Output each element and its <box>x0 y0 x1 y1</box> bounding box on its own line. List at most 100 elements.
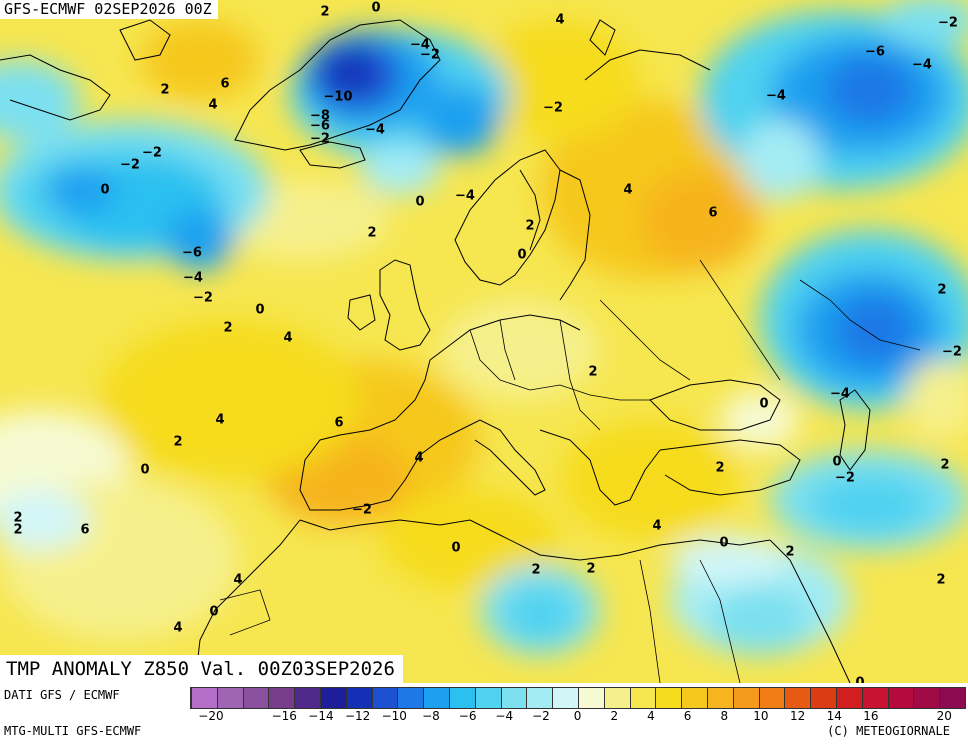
map-title: TMP ANOMALY Z850 Val. 00Z03SEP2026 <box>0 655 403 683</box>
scale-tick-label: 10 <box>753 709 769 723</box>
contour-value-label: 4 <box>208 98 217 113</box>
scale-tick-label: −14 <box>308 709 334 723</box>
contour-value-label: −2 <box>120 158 140 173</box>
contour-value-label: −4 <box>766 89 786 104</box>
color-swatch <box>500 688 527 708</box>
scale-tick-label: −4 <box>495 709 514 723</box>
contour-value-label: 0 <box>415 195 424 210</box>
color-swatch <box>242 688 269 708</box>
contour-value-label: −2 <box>142 146 162 161</box>
contour-value-label: −6 <box>865 45 885 60</box>
scale-tick-label: −20 <box>198 709 224 723</box>
color-scale-bar <box>190 687 966 709</box>
contour-value-label: 4 <box>652 519 661 534</box>
contour-value-label: 2 <box>715 461 724 476</box>
contour-value-label: 2 <box>367 226 376 241</box>
contour-value-label: 2 <box>320 5 329 20</box>
color-swatch <box>371 688 398 708</box>
contour-value-label: 0 <box>209 605 218 620</box>
contour-value-label: 0 <box>759 397 768 412</box>
contour-value-label: −2 <box>942 345 962 360</box>
contour-value-label: 2 <box>936 573 945 588</box>
contour-value-label: 0 <box>719 536 728 551</box>
color-swatch <box>345 688 372 708</box>
contour-value-label: 2 <box>586 562 595 577</box>
scale-tick-label: 6 <box>683 709 692 723</box>
contour-value-label: 0 <box>371 1 380 16</box>
scale-tick-label: −10 <box>381 709 407 723</box>
contour-value-label: −2 <box>352 503 372 518</box>
color-swatch <box>216 688 243 708</box>
contour-value-label: −4 <box>912 58 932 73</box>
contour-value-label: −2 <box>543 101 563 116</box>
contour-value-label: 6 <box>80 523 89 538</box>
color-swatch <box>191 688 217 708</box>
contour-value-label: −6 <box>182 246 202 261</box>
contour-value-label: 0 <box>140 463 149 478</box>
contour-value-label: 0 <box>100 183 109 198</box>
contour-value-label: 2 <box>937 283 946 298</box>
scale-tick-label: 20 <box>936 709 952 723</box>
color-swatch <box>861 688 888 708</box>
contour-labels: 2 0−2−4−242 64−10−8−6−2−4−6−4−4−20−2−40−24… <box>13 1 962 684</box>
contour-value-label: 0 <box>255 303 264 318</box>
contour-value-label: 6 <box>220 77 229 92</box>
contour-value-label: 4 <box>555 13 564 28</box>
color-swatch <box>758 688 785 708</box>
contour-value-label: 4 <box>623 183 632 198</box>
contour-value-label: −6 <box>310 119 330 134</box>
color-swatch <box>810 688 836 708</box>
anomaly-field <box>0 0 968 655</box>
scale-tick-label: 4 <box>647 709 655 723</box>
contour-value-label: 4 <box>173 621 182 636</box>
contour-value-label: 0 <box>517 248 526 263</box>
contour-value-label: 2 <box>173 435 182 450</box>
color-swatch <box>577 688 604 708</box>
contour-value-label: −4 <box>455 189 475 204</box>
contour-value-label: −4 <box>830 387 850 402</box>
contour-value-label: 2 <box>588 365 597 380</box>
contour-value-label: −2 <box>938 16 958 31</box>
color-swatch <box>939 688 965 708</box>
contour-value-label: −4 <box>365 123 385 138</box>
contour-value-label: 6 <box>334 416 343 431</box>
color-swatch <box>397 688 424 708</box>
contour-value-label: 2 <box>940 458 949 473</box>
color-swatch <box>629 688 656 708</box>
contour-value-label: 0 <box>832 455 841 470</box>
scale-tick-label: −8 <box>422 709 440 723</box>
copyright-label: (C) METEOGIORNALE <box>827 724 950 738</box>
contour-value-label: −2 <box>835 471 855 486</box>
scale-tick-label: −16 <box>271 709 297 723</box>
scale-tick-label: −6 <box>458 709 477 723</box>
contour-value-label: 2 <box>13 511 22 526</box>
contour-value-label: 2 <box>531 563 540 578</box>
contour-value-label: 6 <box>708 206 717 221</box>
contour-value-label: −10 <box>324 90 353 105</box>
color-swatch <box>319 688 346 708</box>
anomaly-map: 2 0 −2 −4 −2 4 2 6 4 −10 −8 −6 −2 −4 −6 −4 −4 −2 0 −2 −4 0 −2 4… <box>0 0 968 683</box>
scale-tick-label: 0 <box>573 709 582 723</box>
color-swatch <box>423 688 449 708</box>
color-swatch <box>706 688 733 708</box>
color-swatch <box>784 688 811 708</box>
run-title: GFS-ECMWF 02SEP2026 00Z <box>0 0 218 19</box>
color-swatch <box>681 688 707 708</box>
contour-value-label: 0 <box>451 541 460 556</box>
color-swatch <box>474 688 501 708</box>
contour-value-label: −8 <box>310 109 330 124</box>
color-swatch <box>732 688 759 708</box>
scale-tick-label: −2 <box>532 709 550 723</box>
data-source-label: DATI GFS / ECMWF <box>4 688 120 702</box>
color-swatch <box>603 688 630 708</box>
contour-value-label: 4 <box>233 573 242 588</box>
color-scale-ticks: −20 −16 −14 −12 −10 −8 −6 −4 −2 0 2 4 6 8 10 12 14 16 20 <box>190 709 966 725</box>
scale-tick-label: 16 <box>863 709 879 723</box>
scale-tick-label: 14 <box>826 709 842 723</box>
scale-tick-label: 8 <box>720 709 729 723</box>
contour-value-label: 2 <box>785 545 794 560</box>
color-swatch <box>655 688 682 708</box>
scale-tick-label: −12 <box>344 709 371 723</box>
contour-value-label: −4 <box>183 271 203 286</box>
contour-value-label: −4 <box>410 38 430 53</box>
